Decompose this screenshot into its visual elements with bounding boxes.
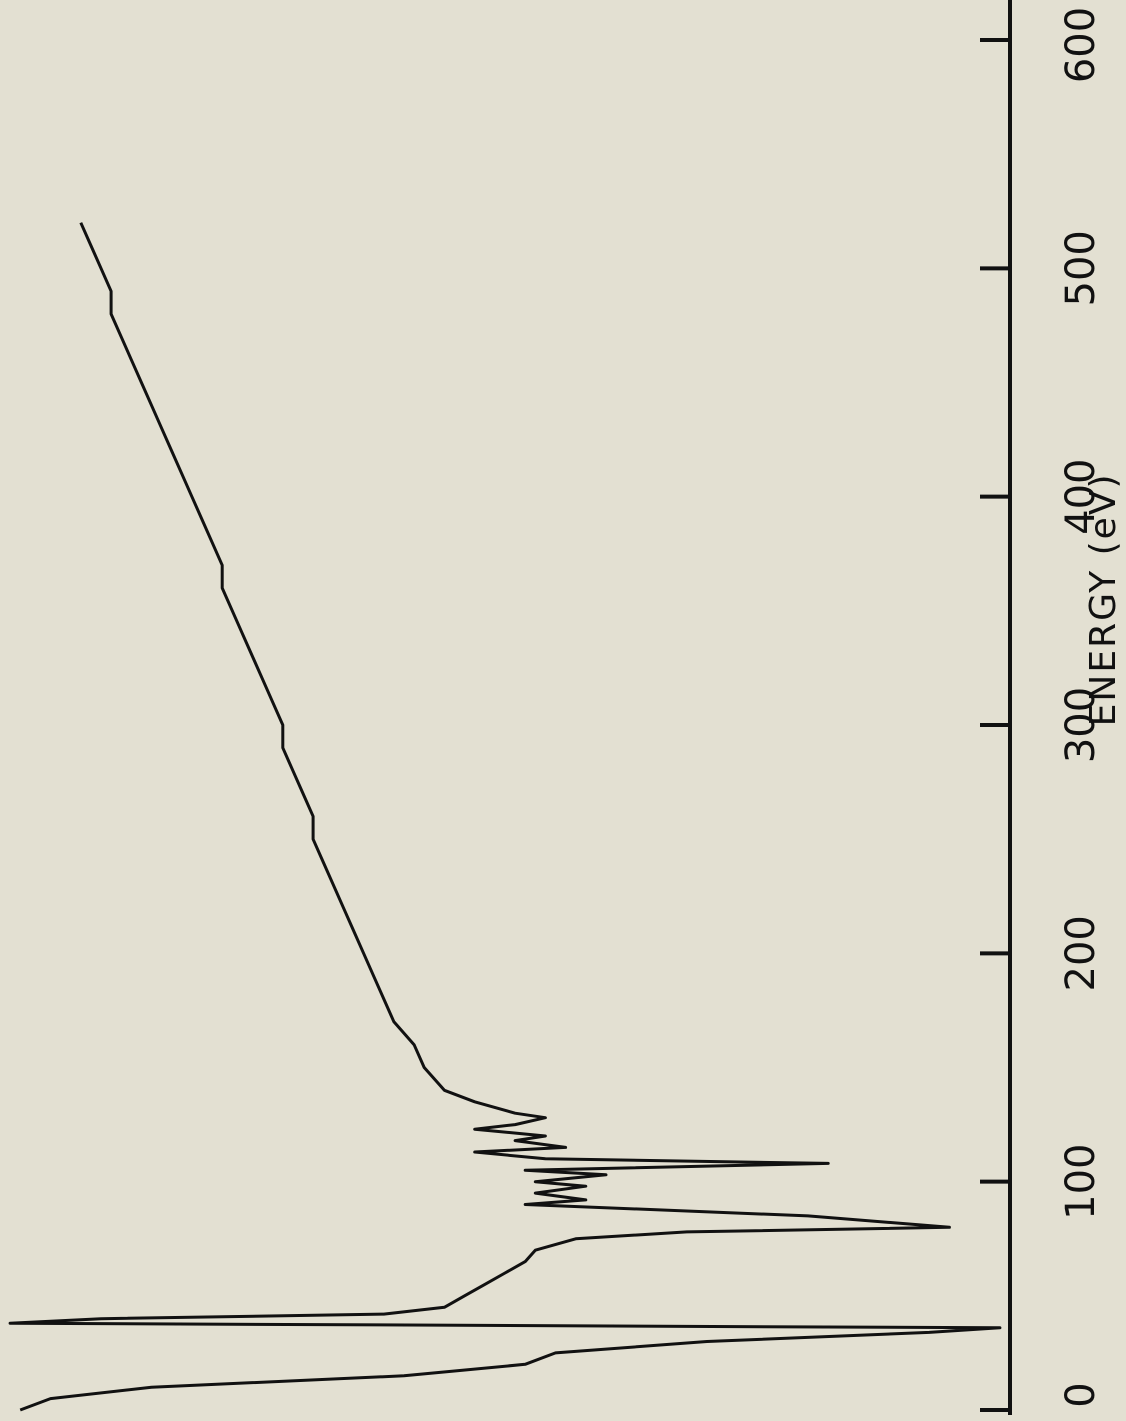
spectrum-line (8, 222, 1002, 1412)
x-axis-tick-labels: 0 100 200 300 400 500 600 (1058, 7, 1104, 1408)
x-axis-ticks (980, 38, 1010, 1412)
x-tick-label-200: 200 (1058, 915, 1104, 991)
x-tick-label-100: 100 (1058, 1143, 1104, 1219)
x-tick-label-600: 600 (1058, 7, 1104, 83)
x-tick-label-0: 0 (1058, 1382, 1104, 1407)
x-axis-title: ENERGY (eV) (1083, 472, 1124, 726)
x-tick-label-500: 500 (1058, 230, 1104, 306)
x-tick-label-400: 400 (1058, 458, 1104, 534)
x-tick-label-300: 300 (1058, 687, 1104, 763)
